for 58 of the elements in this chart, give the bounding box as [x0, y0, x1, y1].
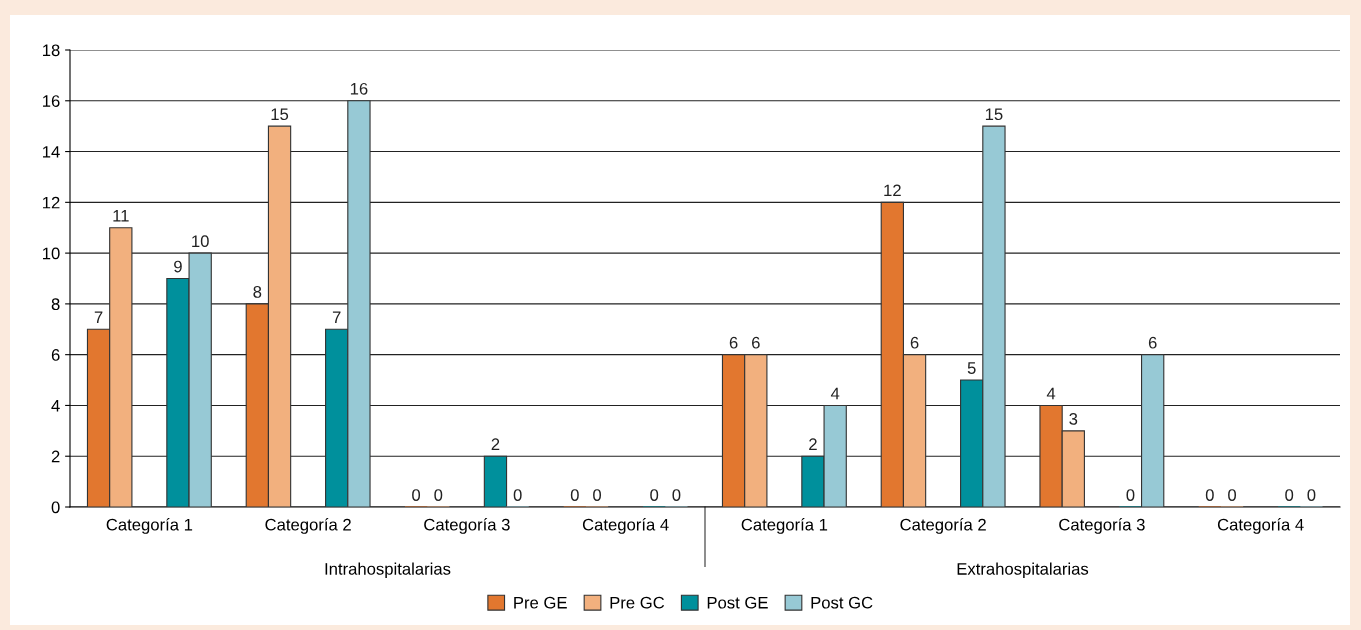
- data-label: 7: [94, 311, 103, 324]
- data-label: 9: [174, 260, 182, 273]
- bar: [483, 455, 508, 507]
- y-tick-label: 12: [43, 196, 60, 209]
- data-label: 0: [1228, 489, 1237, 501]
- data-label: 0: [412, 489, 421, 501]
- data-label: 0: [1205, 489, 1214, 501]
- y-tick-label: 8: [51, 298, 60, 311]
- data-label: 7: [332, 311, 341, 324]
- x-tick-label: Categoría 4: [582, 518, 669, 534]
- y-tick-label: 16: [43, 95, 60, 107]
- x-tick-label: Categoría 1: [741, 518, 828, 534]
- data-label: 0: [1126, 489, 1135, 501]
- data-label: 15: [985, 108, 1003, 121]
- data-label: 10: [192, 235, 209, 248]
- y-tick-label: 10: [43, 247, 60, 260]
- x-tick-label: Categoría 2: [900, 518, 986, 534]
- data-label: 0: [650, 489, 659, 501]
- y-tick-label: 14: [43, 146, 60, 158]
- legend-label: Post GC: [811, 596, 873, 609]
- data-label: 11: [113, 210, 129, 222]
- data-label: 0: [672, 489, 681, 501]
- data-label: 16: [350, 82, 368, 95]
- legend-label: Post GE: [707, 596, 768, 609]
- bar: [1141, 354, 1165, 507]
- y-tick-label: 18: [43, 44, 60, 57]
- y-tick-label: 4: [51, 400, 60, 412]
- data-label: 0: [1285, 489, 1294, 501]
- data-label: 6: [910, 336, 919, 349]
- data-label: 12: [884, 184, 901, 197]
- text: Extrahospitalarias: [957, 562, 1089, 579]
- data-label: 8: [253, 286, 262, 298]
- data-label: 6: [1148, 336, 1157, 349]
- data-label: 6: [729, 336, 738, 349]
- data-label: 4: [1046, 387, 1056, 400]
- data-label: 0: [593, 489, 602, 501]
- data-label: 0: [570, 489, 579, 501]
- data-label: 0: [513, 489, 522, 501]
- data-label: 4: [830, 387, 840, 400]
- data-label: 3: [1069, 412, 1078, 425]
- y-tick-label: 2: [51, 450, 60, 463]
- text: Intrahospitalarias: [325, 562, 451, 579]
- x-tick-label: Categoría 1: [106, 518, 193, 534]
- y-tick-label: 6: [51, 349, 60, 361]
- x-tick-label: Categoría 3: [1059, 518, 1145, 534]
- data-label: 2: [491, 438, 500, 450]
- legend-label: Pre GC: [610, 596, 665, 609]
- y-tick-label: 0: [51, 501, 60, 514]
- data-label: 0: [1307, 489, 1316, 501]
- x-tick-label: Categoría 4: [1217, 518, 1304, 534]
- x-tick-label: Categoría 2: [265, 518, 351, 534]
- data-label: 15: [271, 108, 289, 121]
- data-label: 0: [434, 489, 443, 501]
- data-label: 2: [809, 438, 817, 450]
- data-label: 6: [752, 336, 760, 349]
- x-tick-label: Categoría 3: [424, 518, 510, 534]
- data-label: 5: [967, 362, 976, 374]
- legend-label: Pre GE: [514, 596, 567, 609]
